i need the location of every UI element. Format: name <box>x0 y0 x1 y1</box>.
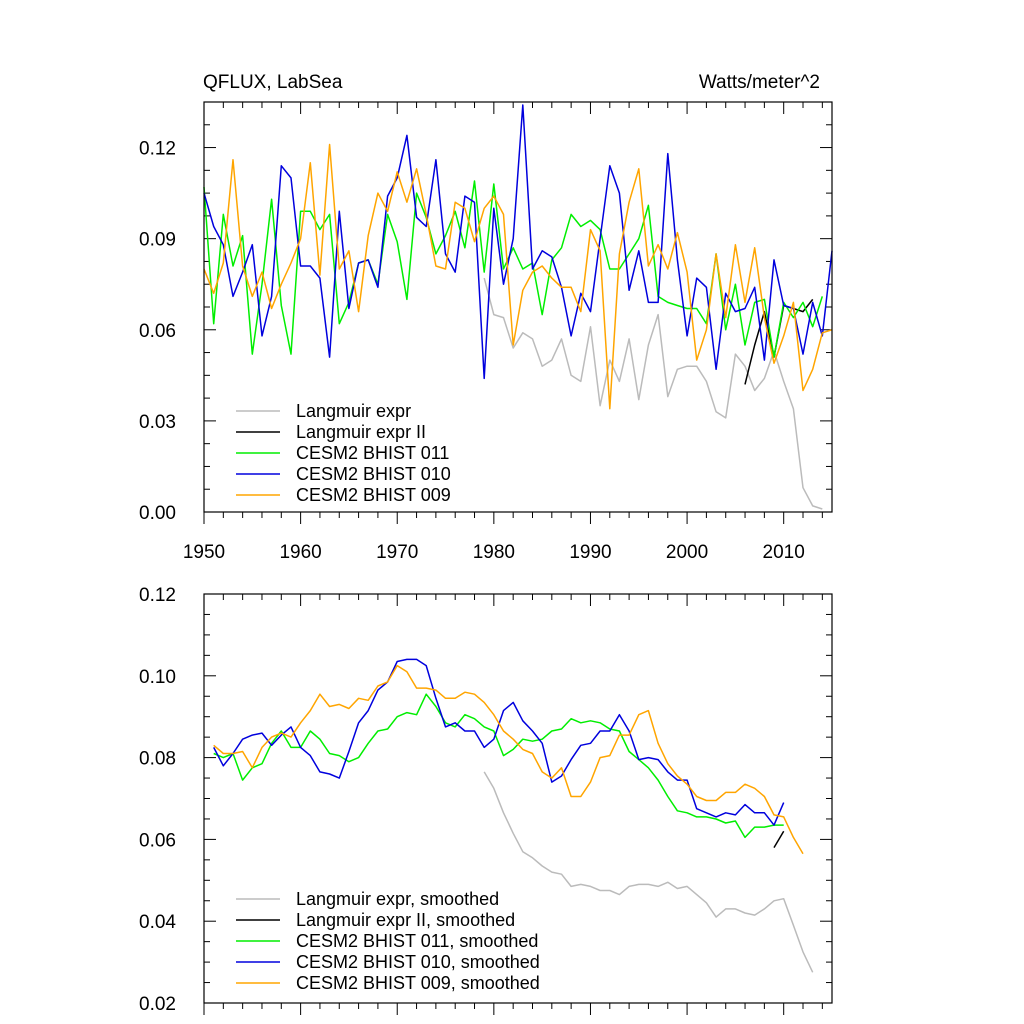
bottom-y-tick-label: 0.12 <box>139 585 176 606</box>
series-line-cesm2-bhist-009 <box>203 143 833 410</box>
top-y-tick-label: 0.03 <box>139 412 176 433</box>
top-x-tick-label: 1980 <box>473 542 515 563</box>
top-chart-frame <box>203 101 833 513</box>
top-x-tick-label: 1970 <box>376 542 418 563</box>
legend-entry: Langmuir expr II <box>236 422 426 442</box>
bottom-chart-panel: 0.02 0.04 0.06 0.08 0.10 0.12 Langmuir e… <box>139 585 833 1015</box>
legend-label: CESM2 BHIST 009 <box>296 485 451 505</box>
series-line-cesm2-bhist-010-smoothed <box>213 658 785 826</box>
legend-entry: Langmuir expr II, smoothed <box>236 910 515 930</box>
legend-entry: Langmuir expr <box>236 401 411 421</box>
top-chart-units: Watts/meter^2 <box>699 72 820 93</box>
top-y-tick-label: 0.00 <box>139 503 176 524</box>
legend-label: CESM2 BHIST 011 <box>296 443 449 463</box>
legend-label: Langmuir expr II, smoothed <box>296 910 515 930</box>
top-chart-panel: QFLUX, LabSea Watts/meter^2 0.00 0.03 0.… <box>139 72 833 563</box>
series-line-langmuir-expr-smoothed <box>483 771 814 973</box>
legend-label: CESM2 BHIST 010 <box>296 464 451 484</box>
legend-label: CESM2 BHIST 010, smoothed <box>296 952 540 972</box>
bottom-chart-y-tick-labels: 0.02 0.04 0.06 0.08 0.10 0.12 <box>139 585 176 1015</box>
top-x-tick-label: 2000 <box>666 542 708 563</box>
legend-entry: CESM2 BHIST 010 <box>236 464 451 484</box>
bottom-y-tick-label: 0.06 <box>139 830 176 851</box>
top-y-tick-label: 0.06 <box>139 321 176 342</box>
bottom-chart-legend: Langmuir expr, smoothed Langmuir expr II… <box>236 889 540 993</box>
series-line-langmuir-expr-ii-smoothed <box>773 830 785 848</box>
bottom-chart-ticks <box>203 593 832 1015</box>
legend-entry: CESM2 BHIST 011, smoothed <box>236 931 538 951</box>
series-line-cesm2-bhist-009-smoothed <box>213 664 804 855</box>
legend-label: CESM2 BHIST 011, smoothed <box>296 931 538 951</box>
legend-entry: CESM2 BHIST 009, smoothed <box>236 973 540 993</box>
legend-label: Langmuir expr II <box>296 422 426 442</box>
legend-entry: CESM2 BHIST 010, smoothed <box>236 952 540 972</box>
top-chart-legend: Langmuir expr Langmuir expr II CESM2 BHI… <box>236 401 451 505</box>
bottom-y-tick-label: 0.10 <box>139 667 176 688</box>
top-x-tick-label: 2010 <box>763 542 805 563</box>
legend-label: Langmuir expr <box>296 401 411 421</box>
bottom-y-tick-label: 0.04 <box>139 912 176 933</box>
bottom-y-tick-label: 0.02 <box>139 994 176 1015</box>
top-chart-title: QFLUX, LabSea <box>203 72 343 93</box>
top-y-tick-label: 0.12 <box>139 139 176 160</box>
top-x-tick-label: 1950 <box>183 542 225 563</box>
top-y-tick-label: 0.09 <box>139 230 176 251</box>
top-x-tick-label: 1960 <box>279 542 321 563</box>
series-line-langmuir-expr <box>483 277 823 510</box>
top-chart-series <box>203 104 833 510</box>
series-line-cesm2-bhist-011-smoothed <box>213 693 784 839</box>
bottom-chart-frame <box>203 593 833 1004</box>
top-chart-y-tick-labels: 0.00 0.03 0.06 0.09 0.12 <box>139 139 176 524</box>
legend-label: CESM2 BHIST 009, smoothed <box>296 973 540 993</box>
top-chart-ticks <box>203 101 832 524</box>
bottom-y-tick-label: 0.08 <box>139 749 176 770</box>
series-line-cesm2-bhist-010 <box>203 104 833 380</box>
top-x-tick-label: 1990 <box>569 542 611 563</box>
legend-entry: CESM2 BHIST 011 <box>236 443 449 463</box>
legend-entry: Langmuir expr, smoothed <box>236 889 499 909</box>
legend-label: Langmuir expr, smoothed <box>296 889 499 909</box>
legend-entry: CESM2 BHIST 009 <box>236 485 451 505</box>
bottom-chart-series <box>213 658 814 973</box>
top-chart-x-tick-labels: 1950 1960 1970 1980 1990 2000 2010 <box>183 542 805 563</box>
